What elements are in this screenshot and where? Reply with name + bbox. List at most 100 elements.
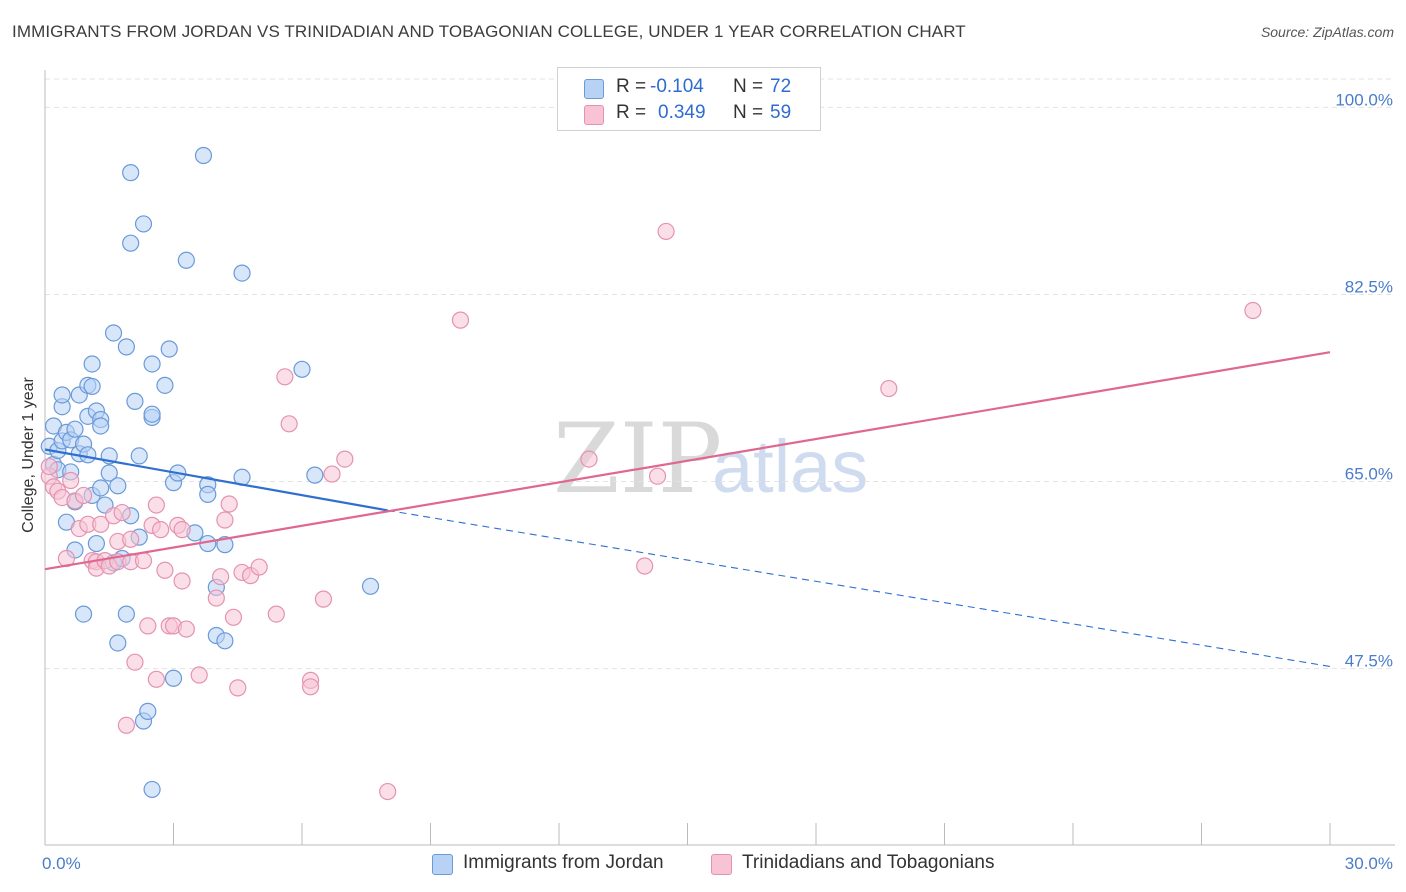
trini-point bbox=[126, 653, 144, 671]
trini-point bbox=[122, 530, 140, 548]
chart-title: IMMIGRANTS FROM JORDAN VS TRINIDADIAN AN… bbox=[12, 22, 966, 41]
legend-r-value-jordan: -0.104 bbox=[650, 76, 704, 97]
jordan-point bbox=[361, 577, 380, 595]
x-tick-label: 30.0% bbox=[1345, 854, 1393, 873]
jordan-point bbox=[87, 534, 106, 553]
legend-n-value-jordan: 72 bbox=[770, 76, 792, 97]
jordan-point bbox=[130, 447, 148, 465]
y-tick-label: 100.0% bbox=[1335, 90, 1393, 109]
trini-point bbox=[92, 515, 110, 533]
jordan-swatch bbox=[584, 79, 604, 99]
jordan-point bbox=[164, 669, 183, 687]
trini-point bbox=[379, 782, 397, 801]
trini-point bbox=[134, 552, 153, 570]
jordan-point bbox=[79, 446, 97, 464]
y-tick-label: 47.5% bbox=[1345, 652, 1393, 671]
jordan-point bbox=[109, 634, 127, 652]
legend-n-value-trini: 59 bbox=[770, 102, 792, 123]
trini-legend-swatch bbox=[711, 854, 732, 875]
watermark-atlas: atlas bbox=[712, 425, 868, 508]
trini-point bbox=[580, 450, 598, 468]
jordan-point bbox=[100, 464, 118, 482]
bottom-legend-jordan-label: Immigrants from Jordan bbox=[463, 852, 664, 873]
y-tick-label: 82.5% bbox=[1345, 277, 1393, 296]
trini-point bbox=[224, 608, 243, 626]
jordan-point bbox=[199, 485, 217, 503]
jordan-point bbox=[233, 264, 251, 282]
trini-point bbox=[62, 471, 80, 490]
jordan-point bbox=[109, 477, 127, 495]
y-tick-label: 65.0% bbox=[1345, 465, 1393, 484]
trini-point bbox=[276, 368, 294, 386]
trini-point bbox=[74, 486, 93, 505]
trini-point bbox=[267, 605, 285, 623]
jordan-point bbox=[156, 376, 174, 394]
jordan-point bbox=[139, 702, 157, 720]
x-tick-label: 0.0% bbox=[42, 854, 81, 873]
trini-point bbox=[636, 557, 654, 575]
trini-point bbox=[147, 496, 165, 514]
axis-labels: 100.0% 82.5% 65.0% 47.5% 0.0% 30.0% College, U… bbox=[20, 90, 1393, 873]
jordan-point bbox=[216, 632, 234, 650]
trini-point bbox=[139, 617, 157, 635]
jordan-legend-swatch bbox=[432, 854, 453, 875]
jordan-point bbox=[117, 605, 135, 623]
trini-point bbox=[229, 679, 247, 697]
jordan-point bbox=[160, 340, 178, 358]
jordan-point bbox=[177, 251, 195, 269]
trini-point bbox=[207, 589, 225, 607]
jordan-point bbox=[122, 164, 140, 182]
trini-point bbox=[190, 666, 208, 684]
jordan-point bbox=[143, 405, 161, 423]
trini-swatch bbox=[584, 105, 604, 125]
trini-point bbox=[156, 561, 174, 579]
trini-point bbox=[648, 467, 667, 485]
jordan-point bbox=[143, 780, 161, 799]
jordan-point bbox=[194, 146, 213, 165]
jordan-point bbox=[143, 355, 161, 373]
trini-point bbox=[250, 558, 268, 576]
trini-point bbox=[173, 572, 191, 590]
trini-point bbox=[40, 457, 58, 476]
trini-point bbox=[113, 503, 131, 522]
source-label: Source: ZipAtlas.com bbox=[1260, 24, 1394, 40]
legend-n-label: N = bbox=[733, 102, 764, 123]
legend-r-label: R = bbox=[616, 102, 647, 123]
trini-point bbox=[152, 521, 170, 539]
trini-point bbox=[301, 678, 320, 696]
jordan-trendline-extension bbox=[387, 509, 1331, 668]
trend-lines bbox=[44, 351, 1331, 668]
trini-point bbox=[657, 222, 675, 241]
trini-point bbox=[117, 716, 135, 734]
y-axis-label: College, Under 1 year bbox=[20, 377, 37, 533]
jordan-point bbox=[53, 386, 71, 404]
trini-point bbox=[216, 511, 234, 529]
trini-point bbox=[173, 521, 191, 539]
trini-point bbox=[336, 450, 354, 468]
jordan-point bbox=[92, 417, 110, 435]
trini-point bbox=[1244, 301, 1262, 320]
trini-point bbox=[220, 495, 238, 513]
jordan-point bbox=[92, 479, 110, 497]
data-points bbox=[40, 146, 1262, 801]
trini-point bbox=[880, 379, 898, 398]
trini-point bbox=[314, 590, 333, 608]
jordan-point bbox=[117, 338, 135, 356]
jordan-point bbox=[74, 605, 93, 623]
jordan-point bbox=[293, 360, 311, 378]
trini-point bbox=[147, 670, 165, 688]
jordan-point bbox=[306, 466, 324, 484]
bottom-legend-trini-label: Trinidadians and Tobagonians bbox=[742, 852, 995, 873]
jordan-point bbox=[126, 392, 144, 410]
axes bbox=[44, 70, 1395, 846]
legend-r-value-trini: 0.349 bbox=[658, 102, 706, 123]
trini-trendline bbox=[44, 351, 1331, 571]
jordan-trendline bbox=[44, 448, 388, 512]
jordan-point bbox=[83, 377, 101, 396]
legend-r-label: R = bbox=[616, 76, 647, 97]
jordan-point bbox=[83, 355, 101, 373]
trini-point bbox=[280, 415, 298, 433]
jordan-point bbox=[104, 324, 123, 342]
legend-n-label: N = bbox=[733, 76, 764, 97]
